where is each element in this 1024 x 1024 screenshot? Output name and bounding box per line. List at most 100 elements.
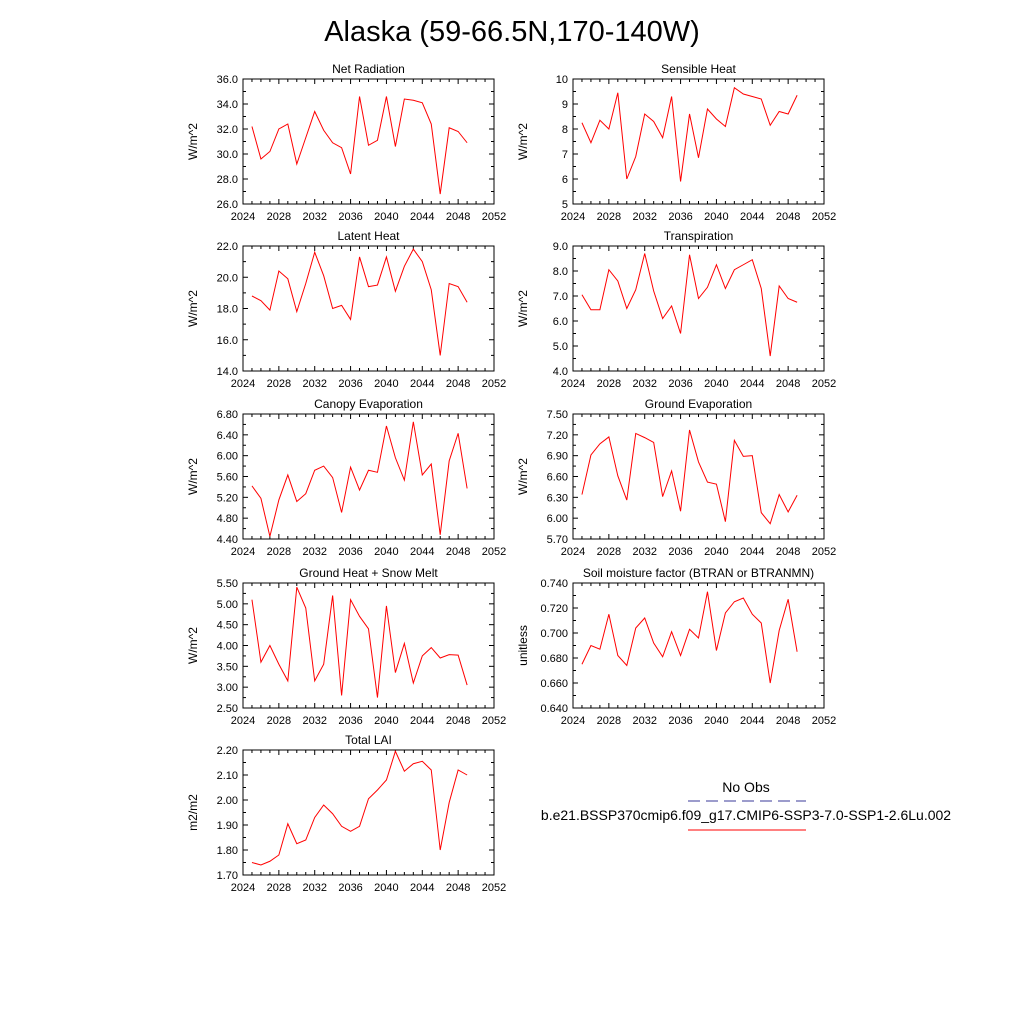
x-tick-label: 2040 (374, 211, 398, 223)
x-tick-label: 2044 (740, 378, 764, 390)
x-tick-label: 2052 (812, 546, 836, 558)
x-tick-label: 2036 (338, 211, 362, 223)
x-tick-label: 2024 (231, 715, 255, 727)
y-tick-label: 6.00 (217, 451, 238, 463)
y-tick-label: 7.20 (547, 430, 568, 442)
y-tick-label: 4.50 (217, 620, 238, 632)
x-tick-label: 2028 (267, 715, 291, 727)
x-tick-label: 2028 (267, 211, 291, 223)
legend-obs-label: No Obs (722, 779, 769, 795)
x-tick-label: 2028 (597, 546, 621, 558)
x-tick-label: 2044 (740, 546, 764, 558)
y-tick-label: 6.0 (553, 316, 568, 328)
panel-soil-moisture-factor-btran-or-btranmn: Soil moisture factor (BTRAN or BTRANMN) u… (516, 566, 836, 727)
series-line-latent-heat (251, 248, 468, 356)
series-line-transpiration (581, 253, 798, 357)
y-tick-label: 0.740 (540, 578, 568, 590)
x-tick-label: 2044 (410, 211, 434, 223)
x-tick-label: 2032 (302, 882, 326, 894)
y-tick-label: 0.640 (540, 703, 568, 715)
figure-title: Alaska (59-66.5N,170-140W) (324, 16, 700, 48)
panel-ground-heat-snow-melt: Ground Heat + Snow Melt W/m^2 2024 2028 2032… (186, 566, 506, 727)
x-tick-label: 2036 (338, 546, 362, 558)
y-tick-label: 0.680 (540, 653, 568, 665)
y-axis-label: W/m^2 (186, 123, 200, 160)
y-tick-label: 5 (562, 199, 568, 211)
panel-total-lai: Total LAI m2/m2 2024 2028 2032 2036 2040 2044 20… (186, 733, 506, 894)
x-tick-label: 2024 (231, 378, 255, 390)
panel-ground-evaporation: Ground Evaporation W/m^2 2024 2028 2032 2036 2… (516, 397, 836, 558)
y-tick-label: 6.80 (217, 409, 238, 421)
y-tick-label: 3.50 (217, 661, 238, 673)
x-tick-label: 2052 (812, 211, 836, 223)
y-tick-label: 22.0 (217, 241, 238, 253)
x-tick-label: 2032 (632, 211, 656, 223)
x-tick-label: 2052 (482, 378, 506, 390)
y-tick-label: 32.0 (217, 124, 238, 136)
series-line-soil-moisture-factor-btran-or-btranmn (581, 591, 798, 684)
x-tick-label: 2028 (597, 211, 621, 223)
x-tick-label: 2024 (561, 211, 585, 223)
series-line-canopy-evaporation (251, 421, 468, 537)
y-tick-label: 30.0 (217, 149, 238, 161)
x-tick-label: 2040 (704, 211, 728, 223)
y-tick-label: 6.40 (217, 430, 238, 442)
y-axis-label: W/m^2 (516, 123, 530, 160)
x-tick-label: 2044 (410, 882, 434, 894)
y-tick-label: 20.0 (217, 272, 238, 284)
x-tick-label: 2052 (482, 715, 506, 727)
panel-latent-heat: Latent Heat W/m^2 2024 2028 2032 2036 2040 2044… (186, 229, 506, 390)
y-tick-label: 5.50 (217, 578, 238, 590)
panel-title: Transpiration (664, 229, 734, 243)
panel-transpiration: Transpiration W/m^2 2024 2028 2032 2036 2040 20… (516, 229, 836, 390)
panel-title: Sensible Heat (661, 62, 736, 76)
y-tick-label: 34.0 (217, 99, 238, 111)
x-tick-label: 2052 (812, 715, 836, 727)
x-tick-label: 2040 (704, 378, 728, 390)
plot-frame (242, 413, 495, 540)
y-axis-label: W/m^2 (516, 290, 530, 327)
y-tick-label: 3.00 (217, 682, 238, 694)
panel-title: Ground Heat + Snow Melt (299, 566, 438, 580)
y-tick-label: 4.00 (217, 641, 238, 653)
y-tick-label: 6.60 (547, 472, 568, 484)
y-tick-label: 7.0 (553, 291, 568, 303)
x-tick-label: 2036 (338, 882, 362, 894)
x-tick-label: 2048 (446, 211, 470, 223)
plot-frame (572, 582, 825, 709)
y-tick-label: 8 (562, 124, 568, 136)
y-tick-label: 2.20 (217, 745, 238, 757)
x-tick-label: 2028 (267, 378, 291, 390)
x-tick-label: 2048 (776, 546, 800, 558)
plot-frame (242, 78, 495, 205)
y-tick-label: 8.0 (553, 266, 568, 278)
x-tick-label: 2052 (482, 211, 506, 223)
x-tick-label: 2052 (482, 546, 506, 558)
y-tick-label: 28.0 (217, 174, 238, 186)
y-tick-label: 6.00 (547, 513, 568, 525)
x-tick-label: 2048 (776, 211, 800, 223)
x-tick-label: 2024 (231, 882, 255, 894)
panel-title: Latent Heat (337, 229, 400, 243)
series-line-sensible-heat (581, 86, 798, 182)
x-tick-label: 2036 (338, 378, 362, 390)
legend: No Obs b.e21.BSSP370cmip6.f09_g17.CMIP6-… (541, 779, 951, 831)
legend-model-label: b.e21.BSSP370cmip6.f09_g17.CMIP6-SSP3-7.… (541, 807, 951, 823)
y-axis-label: W/m^2 (516, 458, 530, 495)
x-tick-label: 2036 (668, 715, 692, 727)
x-tick-label: 2044 (410, 715, 434, 727)
x-tick-label: 2052 (482, 882, 506, 894)
y-tick-label: 5.20 (217, 492, 238, 504)
y-tick-label: 6.90 (547, 451, 568, 463)
x-tick-label: 2036 (668, 546, 692, 558)
x-tick-label: 2032 (302, 715, 326, 727)
x-tick-label: 2024 (231, 546, 255, 558)
panel-canopy-evaporation: Canopy Evaporation W/m^2 2024 2028 2032 2036 2… (186, 397, 506, 558)
y-tick-label: 6 (562, 174, 568, 186)
y-tick-label: 0.700 (540, 628, 568, 640)
x-tick-label: 2036 (668, 378, 692, 390)
y-axis-label: W/m^2 (186, 290, 200, 327)
panel-title: Net Radiation (332, 62, 405, 76)
y-tick-label: 0.720 (540, 603, 568, 615)
